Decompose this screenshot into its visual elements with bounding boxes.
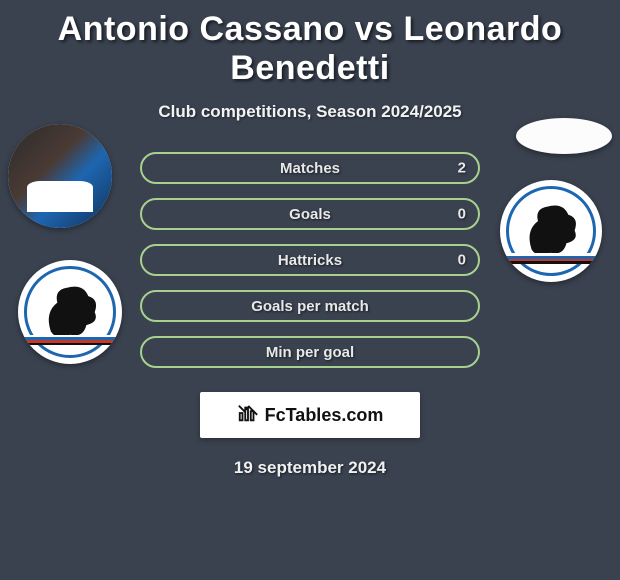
stat-label: Matches xyxy=(280,160,340,177)
subtitle: Club competitions, Season 2024/2025 xyxy=(0,102,620,122)
stat-right-value: 0 xyxy=(458,252,466,269)
player2-avatar xyxy=(516,118,612,154)
player1-club-badge xyxy=(18,260,122,364)
stat-label: Goals per match xyxy=(251,298,369,315)
date-label: 19 september 2024 xyxy=(0,458,620,478)
player1-avatar xyxy=(8,124,112,228)
stats-list: Matches 2 Goals 0 Hattricks 0 Goals per … xyxy=(140,152,480,368)
stat-row: Goals per match xyxy=(140,290,480,322)
chart-icon xyxy=(237,402,259,429)
player2-club-badge xyxy=(500,180,602,282)
stat-label: Hattricks xyxy=(278,252,342,269)
stat-row: Goals 0 xyxy=(140,198,480,230)
stat-right-value: 2 xyxy=(458,160,466,177)
stat-row: Hattricks 0 xyxy=(140,244,480,276)
stat-row: Min per goal xyxy=(140,336,480,368)
brand-badge: FcTables.com xyxy=(200,392,420,438)
stat-row: Matches 2 xyxy=(140,152,480,184)
brand-label: FcTables.com xyxy=(265,405,384,426)
stat-right-value: 0 xyxy=(458,206,466,223)
page-title: Antonio Cassano vs Leonardo Benedetti xyxy=(0,0,620,88)
stat-label: Min per goal xyxy=(266,344,354,361)
stat-label: Goals xyxy=(289,206,331,223)
